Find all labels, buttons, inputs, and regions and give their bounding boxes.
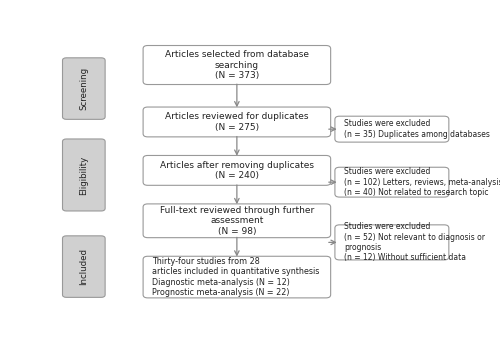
FancyBboxPatch shape <box>62 58 105 119</box>
FancyBboxPatch shape <box>143 256 330 298</box>
Text: Articles selected from database
searching
(N = 373): Articles selected from database searchin… <box>165 50 309 80</box>
Text: Thirty-four studies from 28
articles included in quantitative synthesis
Diagnost: Thirty-four studies from 28 articles inc… <box>152 257 320 297</box>
Text: Articles after removing duplicates
(N = 240): Articles after removing duplicates (N = … <box>160 161 314 180</box>
FancyBboxPatch shape <box>143 46 330 85</box>
FancyBboxPatch shape <box>335 225 449 260</box>
FancyBboxPatch shape <box>143 107 330 137</box>
Text: Articles reviewed for duplicates
(N = 275): Articles reviewed for duplicates (N = 27… <box>165 112 308 132</box>
Text: Studies were excluded
(n = 52) Not relevant to diagnosis or
prognosis
(n = 12) W: Studies were excluded (n = 52) Not relev… <box>344 222 485 262</box>
FancyBboxPatch shape <box>62 139 105 211</box>
Text: Eligibility: Eligibility <box>80 155 88 194</box>
FancyBboxPatch shape <box>62 236 105 298</box>
FancyBboxPatch shape <box>335 116 449 142</box>
FancyBboxPatch shape <box>335 167 449 197</box>
Text: Included: Included <box>80 248 88 285</box>
Text: Studies were excluded
(n = 35) Duplicates among databases: Studies were excluded (n = 35) Duplicate… <box>344 119 490 139</box>
FancyBboxPatch shape <box>143 155 330 185</box>
Text: Full-text reviewed through further
assessment
(N = 98): Full-text reviewed through further asses… <box>160 206 314 236</box>
Text: Studies were excluded
(n = 102) Letters, reviews, meta-analysis
(n = 40) Not rel: Studies were excluded (n = 102) Letters,… <box>344 167 500 197</box>
Text: Screening: Screening <box>80 67 88 110</box>
FancyBboxPatch shape <box>143 204 330 238</box>
